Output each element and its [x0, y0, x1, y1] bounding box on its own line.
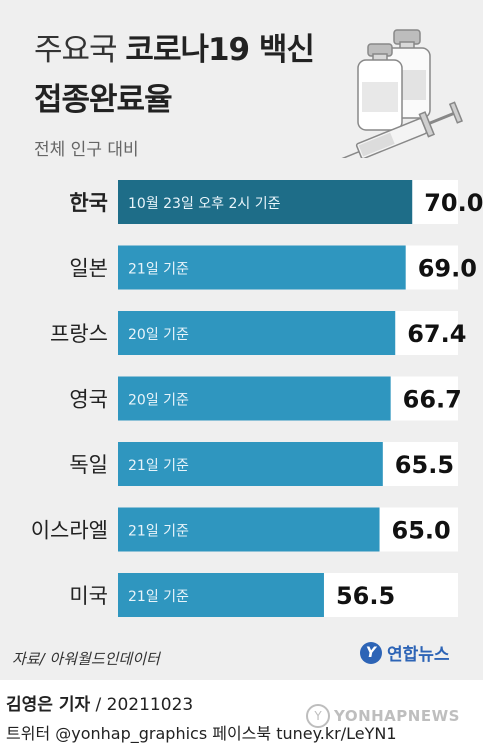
bar-note: 20일 기준: [128, 327, 189, 343]
chart-subtitle: 전체 인구 대비: [34, 140, 139, 160]
bar: [118, 180, 413, 224]
yonhap-logo-text: 연합뉴스: [387, 645, 450, 665]
title-prefix: 주요국: [34, 32, 118, 68]
bar-note: 21일 기준: [128, 524, 189, 540]
chart-title-line2: 접종완료율: [34, 82, 173, 118]
byline: 김영은 기자 / 20211023: [6, 695, 194, 715]
bar: [118, 376, 391, 421]
category-label: 미국: [69, 584, 108, 608]
bar: [118, 442, 383, 486]
value-label: 66.7: [403, 386, 462, 414]
footer: 김영은 기자 / 20211023 트위터 @yonhap_graphics 페…: [0, 680, 483, 750]
chart-title: 주요국 코로나19 백신: [34, 24, 315, 69]
category-label: 일본: [69, 257, 108, 281]
bar-note: 21일 기준: [128, 589, 189, 605]
watermark-text: YONHAPNEWS: [334, 707, 460, 725]
category-label: 프랑스: [50, 322, 108, 346]
category-label: 독일: [69, 453, 108, 477]
value-label: 65.0: [392, 517, 451, 545]
title-main: 코로나19 백신: [125, 32, 315, 68]
bar-note: 20일 기준: [128, 393, 189, 409]
yonhap-logo-icon: Y: [360, 641, 382, 664]
value-label: 69.0: [418, 255, 477, 283]
category-label: 영국: [69, 388, 108, 412]
value-label: 65.5: [395, 451, 454, 479]
category-label: 이스라엘: [31, 519, 108, 543]
bar: [118, 311, 396, 355]
bar-chart: 한국 10월 23일 오후 2시 기준 70.0% 일본 21일 기준 69.0 프랑스 20…: [31, 180, 483, 617]
reporter-name: 김영은 기자: [6, 695, 91, 715]
publish-date: 20211023: [106, 695, 194, 715]
social-links: 트위터 @yonhap_graphics 페이스북 tuney.kr/LeYN1: [6, 724, 397, 743]
value-label: 56.5: [336, 582, 395, 610]
yonhap-logo: Y 연합뉴스: [360, 640, 450, 665]
watermark-icon: Y: [306, 704, 330, 728]
bar: [118, 245, 406, 290]
value-label: 70.0%: [424, 189, 483, 217]
bar-note: 10월 23일 오후 2시 기준: [128, 196, 281, 212]
bar-note: 21일 기준: [128, 262, 189, 278]
bar: [118, 573, 324, 617]
watermark: Y YONHAPNEWS: [306, 704, 460, 728]
vaccine-vials-syringe-icon: [332, 29, 463, 158]
category-label: 한국: [69, 191, 108, 215]
bar: [118, 507, 380, 552]
source-note: 자료/ 아워월드인데이터: [12, 650, 160, 668]
bar-note: 21일 기준: [128, 458, 189, 474]
value-label: 67.4: [407, 320, 466, 348]
